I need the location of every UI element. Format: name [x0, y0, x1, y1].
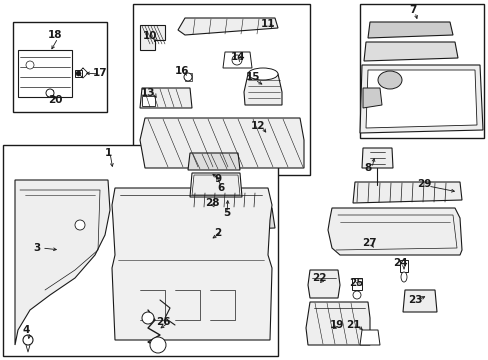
- Text: 28: 28: [204, 198, 219, 208]
- Text: 22: 22: [311, 273, 325, 283]
- Text: 29: 29: [416, 179, 430, 189]
- Polygon shape: [367, 22, 452, 38]
- Polygon shape: [140, 118, 304, 168]
- Text: 16: 16: [174, 66, 189, 76]
- Polygon shape: [190, 192, 269, 208]
- Ellipse shape: [377, 71, 401, 89]
- Ellipse shape: [75, 220, 85, 230]
- Bar: [351, 278, 361, 290]
- Ellipse shape: [247, 68, 278, 80]
- Text: 14: 14: [230, 52, 245, 62]
- Text: 19: 19: [329, 320, 344, 330]
- Polygon shape: [187, 153, 240, 170]
- Text: 17: 17: [93, 68, 107, 78]
- Polygon shape: [142, 96, 155, 106]
- Text: 6: 6: [217, 183, 224, 193]
- Polygon shape: [359, 330, 379, 345]
- Text: 7: 7: [408, 5, 416, 15]
- Text: 23: 23: [407, 295, 421, 305]
- Polygon shape: [362, 88, 381, 108]
- Ellipse shape: [352, 291, 360, 299]
- Polygon shape: [140, 25, 164, 50]
- Text: 26: 26: [156, 317, 170, 327]
- Polygon shape: [244, 74, 282, 105]
- Ellipse shape: [400, 272, 406, 282]
- Text: 12: 12: [250, 121, 264, 131]
- Polygon shape: [402, 290, 436, 312]
- Polygon shape: [361, 148, 392, 168]
- Ellipse shape: [26, 61, 34, 69]
- Polygon shape: [190, 173, 242, 197]
- Ellipse shape: [142, 312, 154, 324]
- Polygon shape: [305, 302, 369, 345]
- Ellipse shape: [76, 71, 81, 76]
- Text: 20: 20: [48, 95, 62, 105]
- Polygon shape: [15, 180, 110, 345]
- Text: 1: 1: [104, 148, 111, 158]
- Text: 2: 2: [214, 228, 221, 238]
- Text: 3: 3: [33, 243, 41, 253]
- Text: 11: 11: [260, 19, 275, 29]
- Polygon shape: [185, 208, 274, 231]
- Polygon shape: [192, 175, 240, 195]
- Bar: [184, 73, 192, 81]
- Bar: [47, 90, 53, 96]
- Ellipse shape: [231, 55, 242, 65]
- Polygon shape: [223, 52, 251, 68]
- Bar: [133, 4, 309, 175]
- Ellipse shape: [23, 335, 33, 345]
- Polygon shape: [363, 42, 457, 61]
- Polygon shape: [112, 188, 271, 340]
- Ellipse shape: [46, 89, 54, 97]
- Bar: [3, 145, 278, 356]
- Polygon shape: [327, 208, 461, 255]
- Text: 18: 18: [48, 30, 62, 40]
- Text: 21: 21: [345, 320, 360, 330]
- Polygon shape: [140, 88, 192, 108]
- Ellipse shape: [183, 73, 192, 81]
- Polygon shape: [359, 65, 482, 133]
- Polygon shape: [365, 70, 476, 128]
- Text: 24: 24: [392, 258, 407, 268]
- Polygon shape: [178, 18, 278, 35]
- Text: 8: 8: [364, 163, 371, 173]
- Text: 25: 25: [348, 278, 363, 288]
- Bar: [13, 22, 107, 112]
- Bar: [359, 4, 483, 138]
- Bar: [18, 50, 72, 97]
- Text: 13: 13: [141, 88, 155, 98]
- Text: 9: 9: [214, 174, 221, 184]
- Bar: [75, 70, 82, 77]
- Text: 15: 15: [245, 72, 260, 82]
- Text: 10: 10: [142, 31, 157, 41]
- Polygon shape: [307, 270, 339, 298]
- Bar: [399, 260, 407, 272]
- Text: 27: 27: [361, 238, 376, 248]
- Ellipse shape: [150, 337, 165, 353]
- Polygon shape: [352, 182, 461, 203]
- Text: 4: 4: [22, 325, 30, 335]
- Text: 5: 5: [223, 208, 230, 218]
